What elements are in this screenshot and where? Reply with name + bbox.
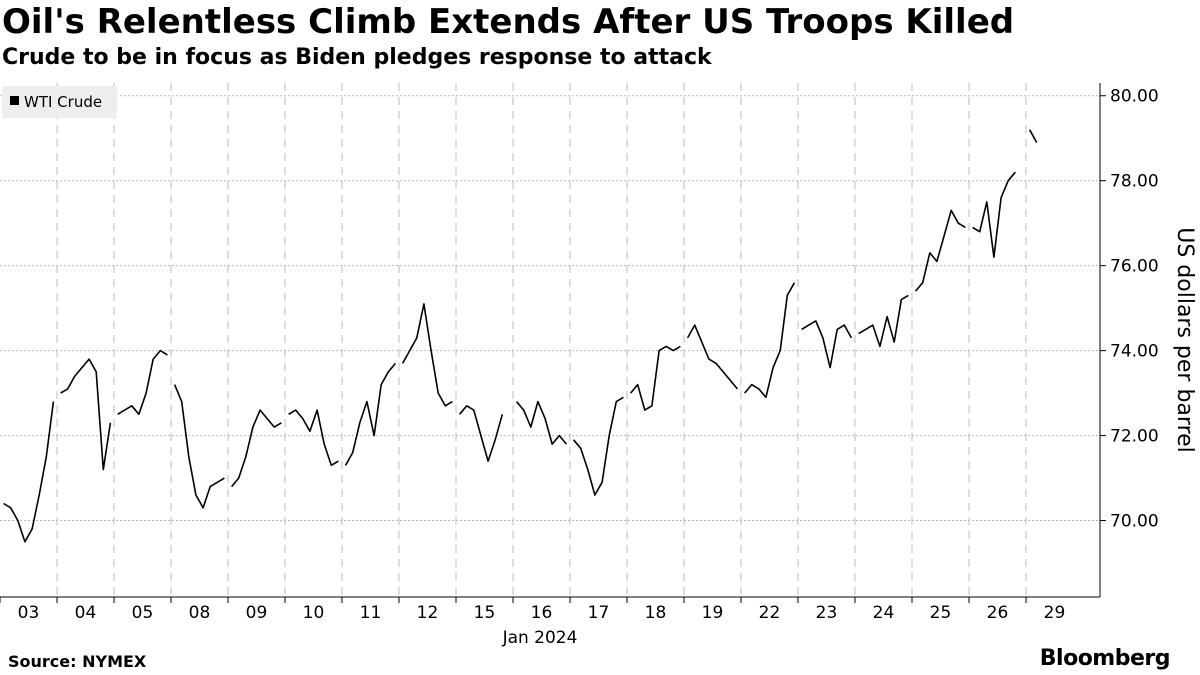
x-tick-label: 04 xyxy=(75,603,97,623)
y-tick-label: 74.00 xyxy=(1110,342,1159,362)
y-tick-label: 78.00 xyxy=(1110,172,1159,192)
x-tick-label: 23 xyxy=(816,603,838,623)
price-line xyxy=(1028,129,1038,143)
legend-swatch xyxy=(10,96,19,105)
x-tick-label: 29 xyxy=(1044,603,1066,623)
y-tick-label: 80.00 xyxy=(1110,87,1159,107)
chart-subtitle: Crude to be in focus as Biden pledges re… xyxy=(2,45,712,70)
price-line xyxy=(458,405,504,462)
price-line xyxy=(743,282,796,399)
x-tick-label: 11 xyxy=(360,603,382,623)
chart-title: Oil's Relentless Climb Extends After US … xyxy=(2,2,1015,42)
x-tick-label: 16 xyxy=(531,603,553,623)
price-line xyxy=(515,400,568,445)
x-tick-label: 15 xyxy=(474,603,496,623)
price-line xyxy=(117,349,168,416)
price-line xyxy=(914,209,966,292)
price-line xyxy=(972,171,1016,258)
price-line xyxy=(288,409,339,467)
x-tick-label: 05 xyxy=(132,603,154,623)
price-line xyxy=(801,320,853,369)
source: Source: NYMEX xyxy=(8,652,147,671)
price-line xyxy=(686,324,739,390)
price-line xyxy=(173,384,225,509)
x-tick-label: 09 xyxy=(246,603,268,623)
x-tick-label: 08 xyxy=(189,603,211,623)
y-tick-label: 76.00 xyxy=(1110,257,1159,277)
x-tick-label: 18 xyxy=(645,603,667,623)
x-tick-label: 26 xyxy=(987,603,1009,623)
y-tick-label: 72.00 xyxy=(1110,427,1159,447)
x-tick-label: 25 xyxy=(930,603,952,623)
price-line xyxy=(629,345,681,411)
price-line xyxy=(230,409,282,488)
price-line xyxy=(344,362,397,466)
x-tick-label: 19 xyxy=(702,603,724,623)
brand: Bloomberg xyxy=(1039,646,1171,671)
x-tick-label: 03 xyxy=(18,603,40,623)
price-line xyxy=(3,401,55,543)
x-tick-label: 24 xyxy=(873,603,895,623)
x-tick-label: 10 xyxy=(303,603,325,623)
price-line xyxy=(572,396,624,496)
legend-label: WTI Crude xyxy=(24,93,102,111)
x-axis-label: Jan 2024 xyxy=(502,628,578,648)
price-line xyxy=(401,303,453,407)
x-tick-label: 17 xyxy=(588,603,610,623)
price-line xyxy=(858,294,909,348)
x-tick-label: 22 xyxy=(759,603,781,623)
price-line xyxy=(60,358,112,471)
y-axis-label: US dollars per barrel xyxy=(1172,227,1197,453)
y-tick-label: 70.00 xyxy=(1110,512,1159,532)
legend-box xyxy=(2,86,117,118)
x-tick-label: 12 xyxy=(417,603,439,623)
